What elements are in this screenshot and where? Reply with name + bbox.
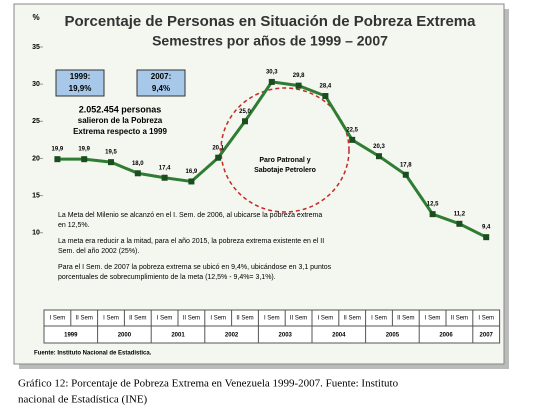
- x-tick-label: I Sem: [318, 316, 334, 322]
- note-text: La Meta del Milenio se alcanzó en el I. …: [58, 212, 322, 219]
- data-label: 20,1: [212, 145, 224, 151]
- data-point: [483, 234, 490, 241]
- data-point: [295, 82, 302, 89]
- data-label: 9,4: [482, 225, 491, 231]
- data-point: [402, 171, 409, 178]
- x-tick-label: II Sem: [344, 316, 361, 322]
- x-tick-label: II Sem: [290, 316, 307, 322]
- x-tick-label: II Sem: [129, 316, 146, 322]
- x-tick-label: II Sem: [236, 316, 253, 322]
- data-point: [81, 156, 88, 163]
- box-1999: [55, 69, 105, 97]
- x-tick-label: I Sem: [210, 316, 226, 322]
- caption: Gráfico 12: Porcentaje de Pobreza Extrem…: [18, 378, 399, 390]
- data-label: 19,9: [52, 147, 64, 153]
- data-label: 16,9: [186, 169, 198, 175]
- year-label: 2000: [118, 333, 132, 339]
- y-tick-label: 35: [32, 44, 40, 51]
- y-tick-label: 15: [32, 192, 40, 199]
- y-tick-label: 25: [32, 118, 40, 125]
- note-text: La meta era reducir a la mitad, para el …: [58, 238, 324, 245]
- year-label: 2002: [225, 333, 239, 339]
- note-text: en 12,5%.: [58, 222, 90, 229]
- data-label: 18,0: [132, 161, 144, 167]
- data-point: [215, 154, 222, 161]
- data-label: 30,3: [266, 69, 278, 75]
- box-text: 1999:: [70, 72, 90, 81]
- data-label: 19,5: [105, 150, 117, 156]
- x-tick-label: I Sem: [157, 316, 173, 322]
- circle-note: Sabotaje Petrolero: [254, 167, 316, 174]
- x-tick-label: I Sem: [264, 316, 280, 322]
- data-point: [242, 118, 248, 125]
- data-point: [322, 93, 329, 100]
- people-note: salieron de la Pobreza: [78, 116, 163, 125]
- year-label: 2006: [439, 333, 453, 339]
- year-label: 2005: [386, 333, 400, 339]
- x-tick-label: I Sem: [371, 316, 387, 322]
- y-tick-label: 30: [32, 81, 40, 88]
- x-tick-label: I Sem: [425, 316, 441, 322]
- data-label: 12,5: [427, 202, 439, 208]
- data-point: [376, 153, 382, 160]
- note-text: Sem. del año 2002 (25%).: [58, 248, 139, 255]
- note-text: Para el I Sem. de 2007 la pobreza extrem…: [58, 264, 332, 271]
- box-text: 19,9%: [69, 84, 92, 93]
- highlight-circle: [220, 87, 350, 213]
- data-label: 28,4: [320, 84, 332, 90]
- data-point: [429, 211, 436, 218]
- caption: nacional de Estadística (INE): [18, 394, 148, 406]
- y-tick-label: 10: [32, 230, 40, 237]
- data-label: 17,4: [159, 165, 171, 171]
- data-label: 25,0: [239, 109, 251, 115]
- people-note: 2.052.454 personas: [79, 104, 162, 114]
- data-label: 29,8: [293, 73, 305, 79]
- x-tick-label: II Sem: [76, 316, 93, 322]
- data-point: [268, 78, 275, 85]
- x-tick-label: II Sem: [451, 316, 468, 322]
- year-label: 2001: [171, 333, 185, 339]
- x-tick-label: I Sem: [103, 316, 119, 322]
- chart-title: Porcentaje de Personas en Situación de P…: [65, 13, 477, 30]
- circle-note: Paro Patronal y: [259, 157, 310, 164]
- y-tick-label: 20: [32, 155, 40, 162]
- x-tick-label: I Sem: [478, 316, 494, 322]
- data-point: [134, 170, 141, 177]
- box-text: 9,4%: [152, 84, 170, 93]
- y-axis-label: %: [32, 13, 39, 22]
- year-label: 2003: [279, 333, 293, 339]
- box-2007: [136, 69, 186, 97]
- data-point: [108, 159, 114, 166]
- source: Fuente: Instituto Nacional de Estadístic…: [34, 351, 152, 357]
- chart-subtitle: Semestres por años de 1999 – 2007: [152, 33, 388, 49]
- data-label: 19,9: [78, 147, 90, 153]
- year-label: 1999: [64, 333, 78, 339]
- frame: [13, 3, 505, 365]
- x-tick-label: II Sem: [397, 316, 414, 322]
- data-point: [161, 174, 168, 181]
- notes: La Meta del Milenio se alcanzó en el I. …: [58, 212, 332, 281]
- data-label: 20,3: [373, 144, 385, 150]
- data-point: [456, 220, 463, 227]
- x-tick-label: I Sem: [50, 316, 66, 322]
- data-point: [54, 156, 61, 163]
- data-point: [349, 136, 356, 143]
- data-label: 17,8: [400, 162, 412, 168]
- data-point: [188, 178, 195, 185]
- x-tick-label: II Sem: [183, 316, 200, 322]
- people-note: Extrema respecto a 1999: [73, 127, 167, 136]
- year-label: 2007: [480, 333, 494, 339]
- data-label: 22,5: [346, 127, 358, 133]
- note-text: porcentuales de sobrecumplimiento de la …: [58, 274, 276, 281]
- data-label: 11,2: [454, 211, 466, 217]
- box-text: 2007:: [151, 72, 171, 81]
- year-label: 2004: [332, 333, 346, 339]
